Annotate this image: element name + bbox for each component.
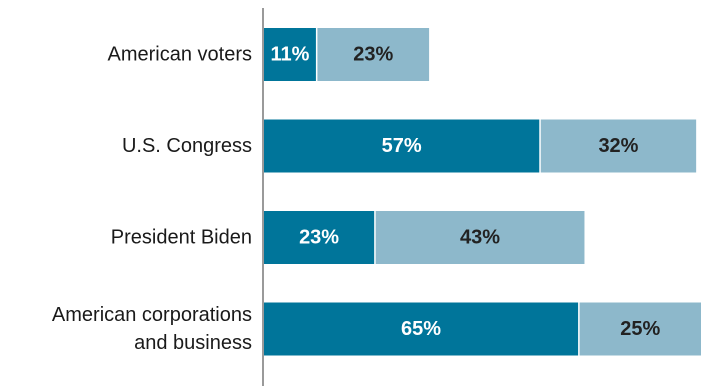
category-label-u-s-congress: U.S. Congress [122, 135, 252, 157]
bar-segment-president-biden-series-1 [264, 211, 375, 264]
data-label-president-biden-series-2: 43% [460, 227, 500, 249]
labels-layer: American voters 11% 23% U.S. Congress 57% 32%… [52, 44, 661, 355]
bars-layer [264, 28, 701, 356]
bar-segment-american-voters-series-1 [264, 28, 316, 81]
bar-segment-u-s-congress-series-2 [540, 119, 697, 173]
data-label-american-voters-series-2: 23% [353, 44, 393, 66]
data-label-american-corporations-and-business-series-1: 65% [401, 318, 441, 340]
bar-segment-american-voters-series-2 [317, 28, 430, 81]
bar-segment-american-corporations-and-business-series-1 [264, 302, 579, 356]
data-label-american-voters-series-1: 11% [270, 44, 309, 66]
category-label-line: American voters [108, 44, 253, 66]
data-label-u-s-congress-series-1: 57% [382, 135, 422, 157]
bar-segment-president-biden-series-2 [375, 211, 585, 264]
category-label-line: President Biden [111, 227, 252, 249]
category-label-president-biden: President Biden [111, 227, 252, 249]
category-label-line: American corporations [52, 304, 252, 326]
category-label-american-corporations-and-business: American corporations and business [52, 304, 252, 354]
bar-segment-american-corporations-and-business-series-2 [579, 302, 701, 356]
data-label-u-s-congress-series-2: 32% [598, 135, 638, 157]
category-label-line: U.S. Congress [122, 135, 252, 157]
category-label-american-voters: American voters [108, 44, 253, 66]
category-label-line: and business [134, 332, 252, 354]
data-label-president-biden-series-1: 23% [299, 227, 339, 249]
data-label-american-corporations-and-business-series-2: 25% [620, 318, 660, 340]
bar-segment-u-s-congress-series-1 [264, 119, 540, 173]
